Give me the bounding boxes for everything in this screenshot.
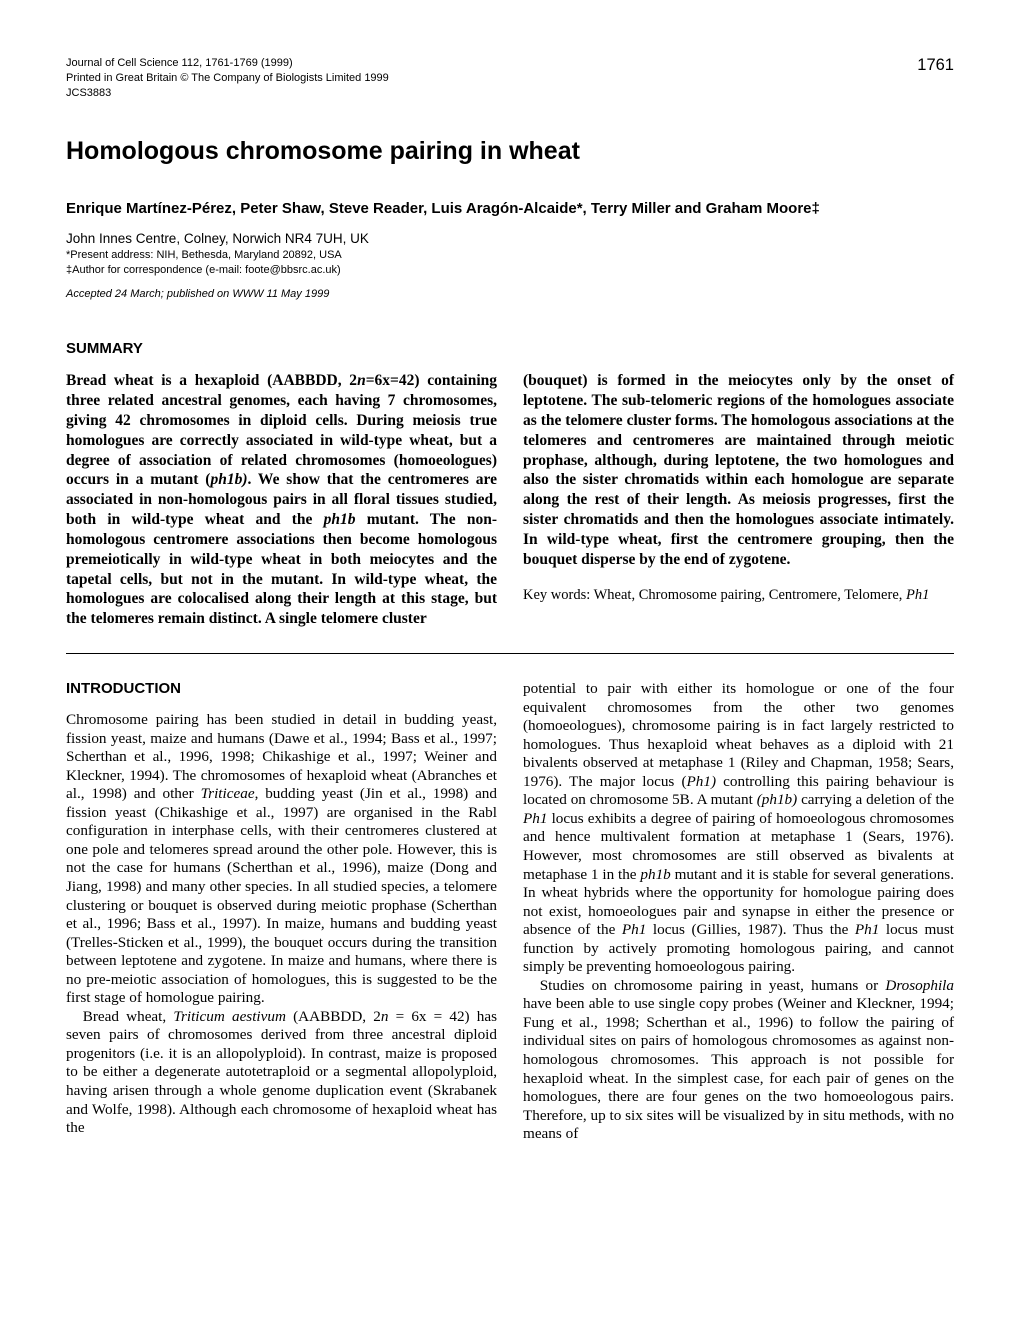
article-title: Homologous chromosome pairing in wheat bbox=[66, 137, 954, 166]
affil-note-present-address: *Present address: NIH, Bethesda, Marylan… bbox=[66, 248, 954, 263]
section-divider bbox=[66, 653, 954, 654]
summary-col-right: (bouquet) is formed in the meiocytes onl… bbox=[523, 371, 954, 629]
intro-columns: INTRODUCTION Chromosome pairing has been… bbox=[66, 680, 954, 1144]
summary-columns: Bread wheat is a hexaploid (AABBDD, 2n=6… bbox=[66, 371, 954, 629]
summary-heading: SUMMARY bbox=[66, 340, 954, 357]
author-list: Enrique Martínez-Pérez, Peter Shaw, Stev… bbox=[66, 200, 954, 217]
affil-note-correspondence: ‡Author for correspondence (e-mail: foot… bbox=[66, 263, 954, 278]
intro-paragraph: potential to pair with either its homolo… bbox=[523, 680, 954, 977]
intro-text-right: potential to pair with either its homolo… bbox=[523, 680, 954, 1144]
introduction-heading: INTRODUCTION bbox=[66, 680, 497, 697]
intro-paragraph: Bread wheat, Triticum aestivum (AABBDD, … bbox=[66, 1008, 497, 1138]
journal-meta-line: Printed in Great Britain © The Company o… bbox=[66, 71, 954, 86]
keywords: Key words: Wheat, Chromosome pairing, Ce… bbox=[523, 586, 954, 605]
summary-text-right: (bouquet) is formed in the meiocytes onl… bbox=[523, 371, 954, 569]
accepted-date: Accepted 24 March; published on WWW 11 M… bbox=[66, 288, 954, 300]
intro-paragraph: Chromosome pairing has been studied in d… bbox=[66, 711, 497, 1008]
affiliation: John Innes Centre, Colney, Norwich NR4 7… bbox=[66, 231, 954, 246]
summary-text-left: Bread wheat is a hexaploid (AABBDD, 2n=6… bbox=[66, 371, 497, 629]
intro-paragraph: Studies on chromosome pairing in yeast, … bbox=[523, 977, 954, 1144]
intro-col-left: INTRODUCTION Chromosome pairing has been… bbox=[66, 680, 497, 1144]
journal-meta: Journal of Cell Science 112, 1761-1769 (… bbox=[66, 56, 954, 101]
intro-col-right: potential to pair with either its homolo… bbox=[523, 680, 954, 1144]
journal-meta-line: Journal of Cell Science 112, 1761-1769 (… bbox=[66, 56, 954, 71]
summary-col-left: Bread wheat is a hexaploid (AABBDD, 2n=6… bbox=[66, 371, 497, 629]
intro-text-left: Chromosome pairing has been studied in d… bbox=[66, 711, 497, 1138]
journal-meta-line: JCS3883 bbox=[66, 86, 954, 101]
page-number: 1761 bbox=[917, 56, 954, 75]
